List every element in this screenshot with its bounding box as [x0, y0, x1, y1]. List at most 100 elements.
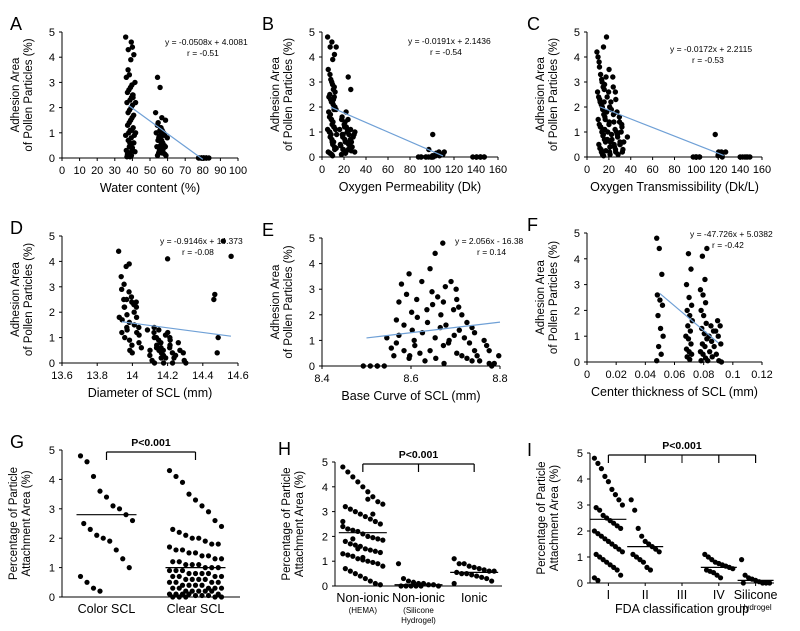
data-point: [620, 146, 626, 153]
data-point: [414, 296, 420, 303]
category-label: Ionic: [461, 591, 487, 605]
data-point: [411, 337, 417, 344]
data-point: [131, 51, 137, 58]
data-point: [609, 136, 615, 143]
data-point: [471, 330, 478, 336]
data-point: [430, 131, 436, 138]
data-point: [466, 563, 472, 569]
data-point: [347, 506, 353, 512]
x-axis-label: Oxygen Transmissibility (Dk/L): [590, 180, 759, 194]
y-tick-label: 0: [309, 152, 315, 164]
data-point: [183, 562, 189, 568]
data-point: [698, 358, 704, 364]
data-point: [702, 299, 709, 306]
data-point: [474, 573, 480, 579]
data-point: [603, 109, 610, 115]
data-point: [596, 59, 602, 65]
data-point: [357, 573, 363, 579]
y-tick-label: 0: [322, 581, 328, 593]
data-point: [333, 44, 339, 50]
data-point: [597, 124, 604, 130]
data-point: [328, 116, 335, 123]
regression-equation: y = -0.0191x + 2.1436: [408, 36, 491, 46]
data-point: [84, 579, 90, 585]
data-point: [129, 342, 135, 348]
data-point: [90, 473, 97, 480]
data-point: [218, 585, 225, 591]
data-point: [173, 579, 179, 585]
data-point: [355, 546, 361, 552]
data-point: [380, 563, 386, 569]
data-point: [147, 347, 153, 353]
data-point: [481, 567, 487, 573]
data-point: [160, 347, 166, 353]
data-point: [123, 296, 130, 303]
data-point: [212, 517, 218, 524]
data-point: [129, 517, 136, 524]
data-point: [129, 350, 135, 356]
data-point: [440, 299, 447, 305]
trend-line: [659, 293, 719, 344]
data-point: [440, 342, 447, 349]
data-point: [380, 537, 386, 543]
data-point: [340, 131, 346, 138]
data-point: [170, 526, 176, 532]
regression-equation: y = -0.0508x + 4.0081: [165, 37, 248, 47]
data-point: [186, 582, 192, 588]
data-point: [329, 39, 335, 45]
data-point: [715, 333, 721, 339]
data-point: [365, 496, 371, 502]
data-point: [598, 146, 604, 153]
x-axis-label: Diameter of SCL (mm): [88, 386, 213, 400]
x-axis-label: FDA classification group: [615, 602, 749, 616]
data-point: [466, 340, 473, 346]
data-point: [186, 550, 192, 556]
data-point: [199, 503, 205, 509]
data-point: [126, 261, 132, 267]
data-point: [380, 501, 386, 507]
data-point: [176, 529, 182, 535]
data-point: [176, 585, 182, 591]
data-point: [596, 64, 603, 70]
x-tick-label: 0: [584, 164, 590, 176]
y-tick-label: 5: [574, 228, 580, 240]
data-point: [170, 594, 176, 600]
data-point: [614, 567, 620, 573]
data-point: [124, 327, 130, 333]
y-axis-label: Adhesion Area: [535, 259, 547, 334]
data-point: [464, 355, 470, 362]
data-point: [127, 84, 134, 91]
data-point: [127, 152, 134, 159]
x-tick-label: 14.4: [192, 370, 213, 382]
category-label: IV: [713, 588, 725, 602]
data-point: [327, 71, 333, 78]
data-point: [132, 130, 139, 136]
data-point: [212, 291, 218, 298]
data-point: [744, 154, 751, 160]
y-tick-label: 2: [577, 526, 583, 538]
data-point: [491, 360, 497, 367]
data-point: [717, 575, 724, 581]
data-point: [367, 363, 374, 369]
y-tick-label: 5: [322, 457, 328, 469]
data-point: [609, 486, 615, 492]
data-point: [612, 126, 618, 133]
data-point: [100, 535, 106, 541]
data-point: [610, 84, 616, 90]
y-tick-label: 5: [577, 448, 583, 460]
data-point: [453, 286, 459, 292]
data-point: [97, 488, 103, 494]
data-point: [456, 327, 463, 333]
data-point: [427, 347, 433, 354]
data-point: [628, 497, 634, 503]
data-point: [451, 332, 457, 338]
x-tick-label: 60: [647, 164, 659, 176]
data-point: [126, 72, 133, 78]
data-point: [218, 523, 225, 530]
data-point: [454, 350, 460, 356]
x-tick-label: 10: [73, 165, 85, 177]
data-point: [712, 131, 718, 138]
data-point: [647, 567, 654, 573]
data-point: [362, 546, 368, 552]
data-point: [179, 547, 186, 553]
